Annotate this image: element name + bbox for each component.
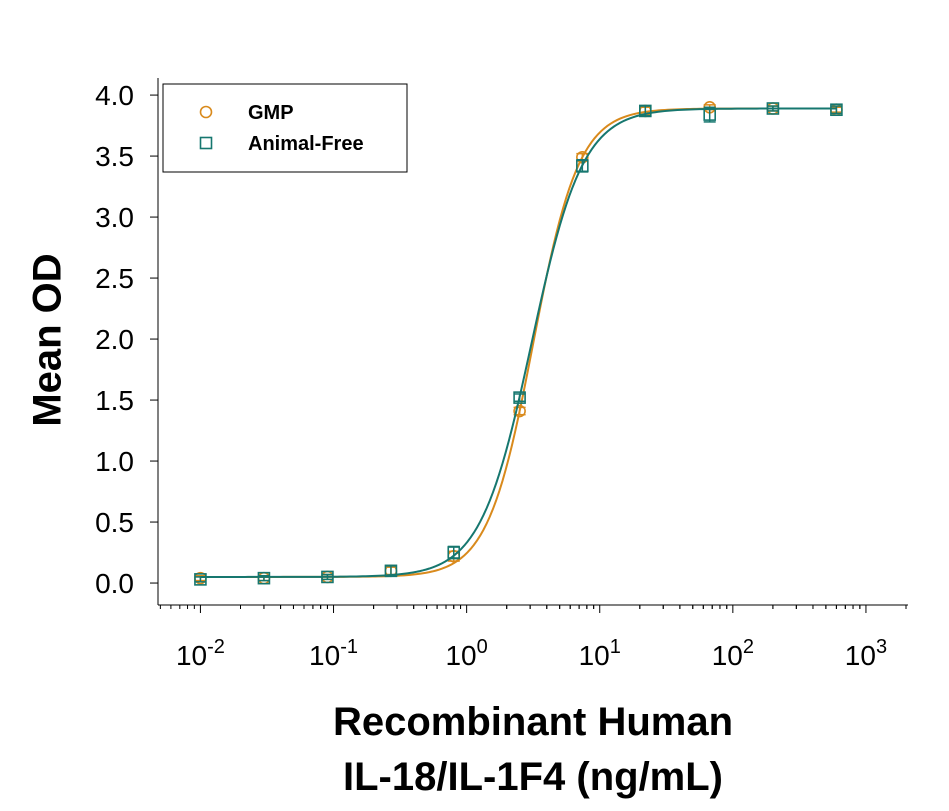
y-tick-label: 0.5 [95, 507, 134, 538]
data-point [766, 102, 780, 115]
y-axis-title: Mean OD [26, 253, 70, 426]
data-point [447, 546, 461, 559]
x-axis-title: IL-18/IL-1F4 (ng/mL) [343, 755, 723, 799]
y-tick-label: 3.5 [95, 141, 134, 172]
error-bar [830, 105, 843, 115]
legend-label: Animal-Free [248, 133, 364, 155]
y-tick-label: 2.0 [95, 324, 134, 355]
x-tick-base: 10 [309, 640, 340, 671]
x-tick-exponent: -2 [207, 636, 225, 658]
legend-label: GMP [248, 102, 294, 124]
x-tick-label: 101 [579, 636, 621, 671]
x-tick-label: 102 [712, 636, 754, 671]
x-tick-base: 10 [445, 640, 476, 671]
x-tick-base: 10 [845, 640, 876, 671]
x-tick-base: 10 [579, 640, 610, 671]
x-tick-label: 103 [845, 636, 887, 671]
fit-curve [200, 107, 837, 578]
legend: GMP Animal-Free [162, 83, 408, 173]
data-point [257, 571, 271, 585]
x-tick-label: 10-2 [176, 636, 225, 671]
data-point [194, 573, 207, 586]
legend-box [162, 83, 408, 173]
error-bar [321, 573, 334, 581]
data-point [384, 564, 398, 578]
x-tick-exponent: 0 [477, 636, 488, 658]
data-point [639, 104, 652, 118]
x-axis-title: Recombinant Human [333, 700, 733, 744]
x-tick-exponent: -1 [340, 636, 358, 658]
data-point [830, 103, 843, 117]
x-tick-exponent: 2 [743, 636, 754, 658]
x-tick-label: 10-1 [309, 636, 358, 671]
x-tick-exponent: 3 [876, 636, 887, 658]
data-point [703, 108, 716, 121]
fit-curve [200, 107, 837, 578]
error-bar [194, 576, 207, 583]
y-tick-label: 2.5 [95, 263, 134, 294]
error-bar [513, 393, 526, 403]
x-tick-base: 10 [712, 640, 743, 671]
y-tick-label: 0.0 [95, 568, 134, 599]
data-point [513, 404, 526, 418]
error-bar [766, 105, 779, 112]
legend-marker [199, 105, 213, 119]
data-point [513, 391, 526, 404]
y-tick-label: 1.0 [95, 446, 134, 477]
x-tick-exponent: 1 [610, 636, 621, 658]
x-tick-base: 10 [176, 640, 207, 671]
y-tick-label: 4.0 [95, 80, 134, 111]
data-point [576, 159, 589, 173]
x-tick-label: 100 [445, 636, 487, 671]
legend-marker [199, 136, 213, 150]
y-tick-label: 1.5 [95, 385, 134, 416]
y-tick-label: 3.0 [95, 202, 134, 233]
data-point [321, 570, 334, 584]
error-bar [257, 574, 270, 582]
